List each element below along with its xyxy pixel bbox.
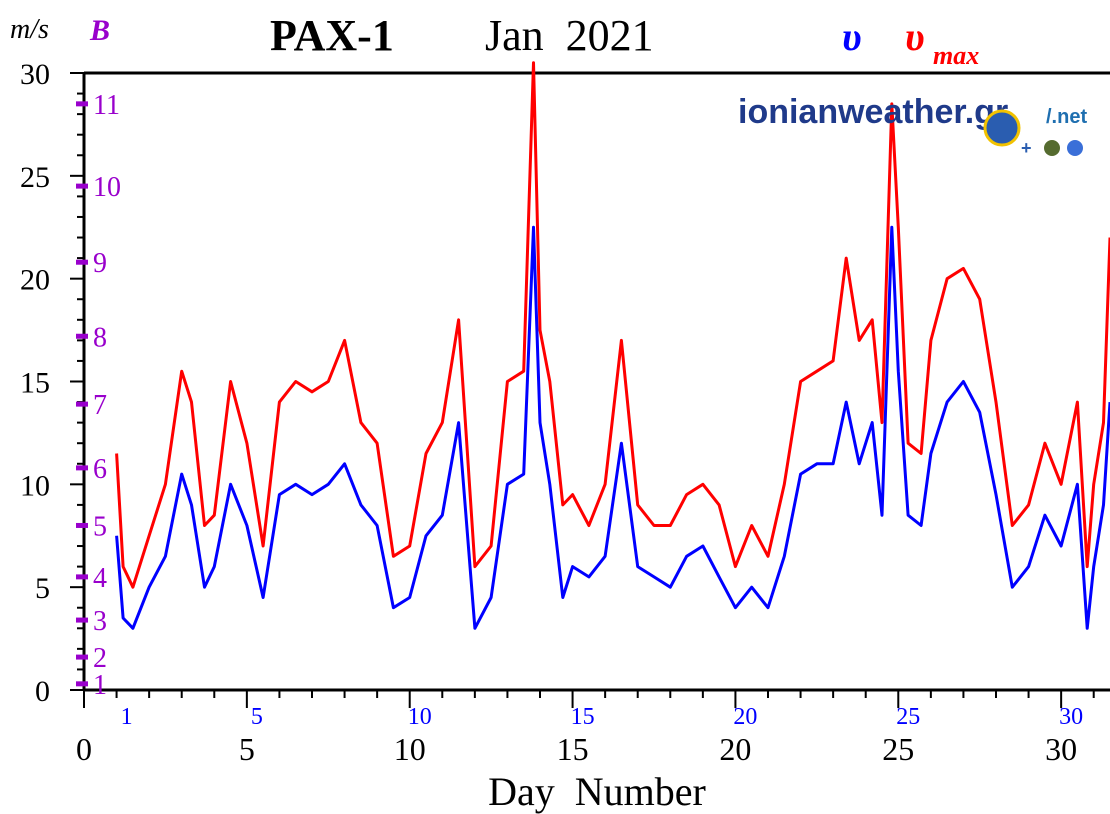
beaufort-label: 5 bbox=[93, 511, 107, 542]
beaufort-label: 4 bbox=[93, 563, 107, 594]
x-tick-label: 30 bbox=[1045, 731, 1077, 767]
x-axis-label: Day Number bbox=[488, 769, 706, 814]
beaufort-label: 2 bbox=[93, 643, 107, 674]
y-tick-label: 5 bbox=[35, 572, 50, 605]
day-mark-label: 25 bbox=[896, 704, 920, 730]
watermark-suffix: /.net bbox=[1046, 106, 1087, 128]
series-line-0 bbox=[115, 61, 1110, 589]
beaufort-mark bbox=[76, 183, 88, 189]
x-tick-label: 0 bbox=[76, 731, 92, 767]
x-tick-label: 20 bbox=[719, 731, 751, 767]
x-tick-label: 15 bbox=[557, 731, 589, 767]
android-icon bbox=[1044, 140, 1060, 156]
beaufort-mark bbox=[76, 259, 88, 265]
plus-icon: + bbox=[1021, 138, 1032, 158]
beaufort-mark bbox=[76, 101, 88, 107]
day-mark-label: 15 bbox=[571, 704, 595, 730]
beaufort-label: 6 bbox=[93, 454, 107, 485]
beaufort-mark bbox=[76, 401, 88, 407]
y-tick-label: 20 bbox=[20, 264, 50, 297]
beaufort-mark bbox=[76, 617, 88, 623]
watermark: ionianweather.gr /.net + bbox=[738, 93, 1087, 158]
series-line-1 bbox=[115, 225, 1110, 630]
chart-title-period: Jan 2021 bbox=[485, 11, 654, 60]
day-mark-label: 30 bbox=[1059, 704, 1083, 730]
y-tick-label: 25 bbox=[20, 161, 50, 194]
legend-vmax: υ bbox=[905, 14, 925, 59]
legend-vmax-subscript: max bbox=[933, 41, 979, 70]
windows-icon bbox=[1067, 140, 1083, 156]
day-mark-label: 10 bbox=[408, 704, 432, 730]
day-mark-label: 20 bbox=[733, 704, 757, 730]
y-tick-label: 0 bbox=[35, 675, 50, 708]
beaufort-mark bbox=[76, 465, 88, 471]
beaufort-label: 8 bbox=[93, 322, 107, 353]
beaufort-label: B bbox=[89, 14, 110, 47]
x-tick-label: 5 bbox=[239, 731, 255, 767]
beaufort-label: 10 bbox=[93, 172, 121, 203]
beaufort-mark bbox=[76, 574, 88, 580]
beaufort-mark bbox=[76, 522, 88, 528]
legend: υ υ max bbox=[842, 14, 979, 70]
globe-icon bbox=[983, 109, 1021, 147]
x-tick-label: 10 bbox=[394, 731, 426, 767]
chart-title-station: PAX-1 bbox=[270, 11, 394, 60]
watermark-text: ionianweather.gr bbox=[738, 93, 1008, 131]
day-mark-label: 5 bbox=[251, 704, 263, 730]
y-unit-label: m/s bbox=[10, 14, 49, 45]
x-tick-label: 25 bbox=[882, 731, 914, 767]
y-tick-label: 15 bbox=[20, 367, 50, 400]
series-layer bbox=[115, 61, 1110, 630]
beaufort-mark bbox=[76, 333, 88, 339]
beaufort-label: 3 bbox=[93, 606, 107, 637]
beaufort-mark bbox=[76, 681, 88, 687]
beaufort-mark bbox=[76, 654, 88, 660]
beaufort-label: 1 bbox=[93, 670, 107, 701]
beaufort-label: 9 bbox=[93, 248, 107, 279]
beaufort-label: 7 bbox=[93, 390, 107, 421]
legend-v: υ bbox=[842, 14, 862, 59]
y-tick-label: 30 bbox=[20, 58, 50, 91]
day-mark-label: 1 bbox=[121, 704, 133, 730]
y-tick-label: 10 bbox=[20, 469, 50, 502]
beaufort-label: 11 bbox=[93, 90, 120, 121]
